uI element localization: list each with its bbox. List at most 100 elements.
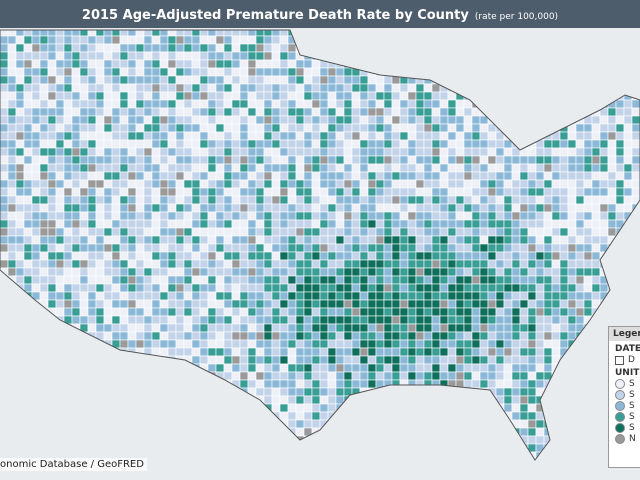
legend-date[interactable]: D bbox=[609, 354, 640, 365]
county bbox=[447, 35, 457, 45]
county bbox=[391, 427, 401, 437]
county bbox=[39, 427, 49, 437]
county bbox=[39, 419, 49, 429]
county bbox=[463, 147, 473, 157]
county bbox=[287, 59, 297, 69]
county bbox=[351, 403, 361, 413]
county bbox=[575, 259, 585, 269]
county bbox=[375, 155, 385, 165]
county bbox=[375, 219, 385, 229]
county bbox=[423, 235, 433, 245]
county bbox=[191, 243, 201, 253]
county bbox=[415, 451, 425, 460]
county bbox=[119, 291, 129, 301]
county bbox=[31, 171, 41, 181]
county bbox=[239, 347, 249, 357]
county bbox=[375, 171, 385, 181]
county bbox=[439, 435, 449, 445]
county bbox=[55, 179, 65, 189]
county bbox=[183, 43, 193, 53]
county bbox=[63, 83, 73, 93]
county bbox=[415, 195, 425, 205]
county bbox=[431, 427, 441, 437]
county bbox=[575, 91, 585, 101]
county bbox=[119, 67, 129, 77]
county bbox=[255, 315, 265, 325]
county bbox=[119, 30, 129, 37]
county bbox=[295, 171, 305, 181]
county bbox=[351, 115, 361, 125]
checkbox[interactable] bbox=[615, 355, 624, 365]
county bbox=[623, 307, 633, 317]
county bbox=[527, 163, 537, 173]
county bbox=[183, 187, 193, 197]
county bbox=[271, 187, 281, 197]
county bbox=[359, 43, 369, 53]
county bbox=[23, 267, 33, 277]
county bbox=[583, 243, 593, 253]
county bbox=[215, 379, 225, 389]
county bbox=[351, 235, 361, 245]
county bbox=[407, 107, 417, 117]
county bbox=[527, 59, 537, 69]
county bbox=[407, 291, 417, 301]
county bbox=[327, 403, 337, 413]
county bbox=[583, 59, 593, 69]
county bbox=[576, 468, 584, 476]
county bbox=[111, 123, 121, 133]
county bbox=[519, 107, 529, 117]
county bbox=[367, 451, 377, 460]
county bbox=[351, 179, 361, 189]
county bbox=[271, 443, 281, 453]
county bbox=[351, 139, 361, 149]
county bbox=[135, 235, 145, 245]
county bbox=[399, 91, 409, 101]
county bbox=[167, 115, 177, 125]
county bbox=[7, 419, 17, 429]
county bbox=[519, 339, 529, 349]
county bbox=[367, 59, 377, 69]
county bbox=[407, 227, 417, 237]
county bbox=[631, 43, 640, 53]
county bbox=[223, 403, 233, 413]
county bbox=[31, 107, 41, 117]
county bbox=[519, 195, 529, 205]
county bbox=[567, 371, 577, 381]
county bbox=[351, 371, 361, 381]
county bbox=[207, 83, 217, 93]
county bbox=[615, 107, 625, 117]
county bbox=[55, 427, 65, 437]
county bbox=[223, 459, 233, 460]
county bbox=[127, 187, 137, 197]
county bbox=[247, 371, 257, 381]
county bbox=[455, 323, 465, 333]
county bbox=[47, 203, 57, 213]
county bbox=[479, 323, 489, 333]
county bbox=[103, 315, 113, 325]
county bbox=[143, 331, 153, 341]
county bbox=[511, 203, 521, 213]
county bbox=[463, 123, 473, 133]
county bbox=[191, 339, 201, 349]
county bbox=[599, 43, 609, 53]
county bbox=[191, 211, 201, 221]
county bbox=[511, 451, 521, 460]
county bbox=[543, 91, 553, 101]
county bbox=[247, 51, 257, 61]
county bbox=[335, 139, 345, 149]
county bbox=[111, 107, 121, 117]
county bbox=[79, 99, 89, 109]
county bbox=[103, 259, 113, 269]
legend-swatch bbox=[615, 401, 625, 411]
county bbox=[63, 259, 73, 269]
county bbox=[479, 299, 489, 309]
county bbox=[199, 99, 209, 109]
county bbox=[559, 115, 569, 125]
county bbox=[528, 468, 536, 476]
county bbox=[55, 35, 65, 45]
county bbox=[431, 267, 441, 277]
county bbox=[167, 59, 177, 69]
county bbox=[335, 451, 345, 460]
county bbox=[511, 123, 521, 133]
